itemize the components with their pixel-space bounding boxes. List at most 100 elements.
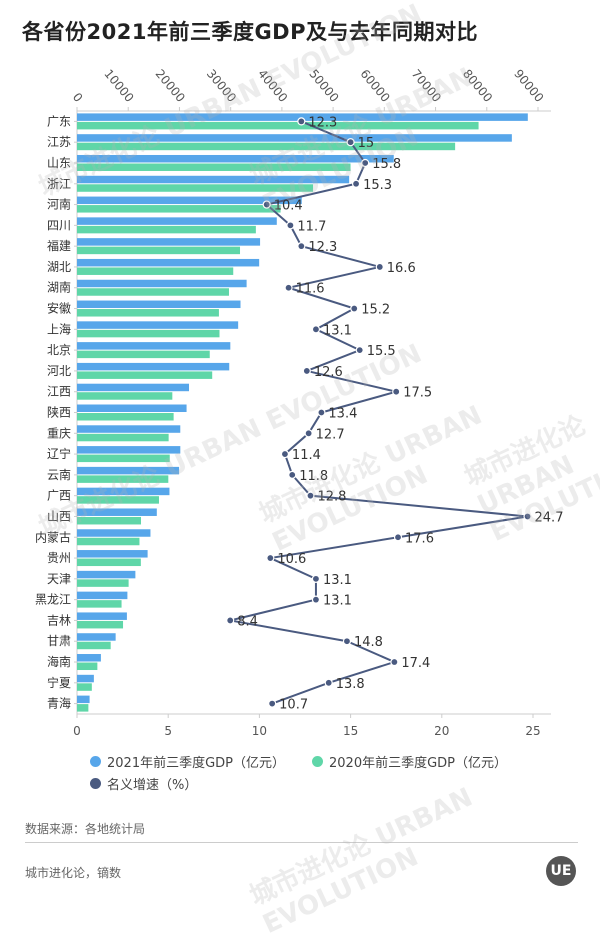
growth-data-label: 8.4	[237, 614, 258, 629]
growth-point	[392, 387, 401, 396]
growth-data-label: 17.5	[403, 386, 432, 401]
growth-point	[302, 366, 311, 376]
bar-2021	[77, 550, 148, 558]
category-label: 湖南	[47, 280, 71, 295]
legend-dot-icon	[90, 778, 101, 789]
bar-2020	[77, 413, 174, 421]
growth-point	[393, 533, 403, 542]
bar-2020	[77, 350, 210, 359]
category-label: 广东	[47, 114, 71, 128]
bar-2020	[77, 641, 111, 650]
bar-2020	[77, 704, 89, 712]
growth-data-label: 15	[358, 136, 375, 151]
bar-2020	[77, 142, 456, 151]
legend-dot-icon	[312, 756, 323, 767]
divider	[25, 842, 578, 843]
category-label: 贵州	[47, 551, 71, 565]
growth-point	[306, 491, 315, 500]
category-label: 广西	[47, 489, 71, 503]
bar-2020	[77, 121, 479, 130]
growth-point	[342, 637, 352, 646]
bar-2021	[77, 217, 277, 225]
bar-2020	[77, 329, 220, 338]
bar-2020	[77, 309, 219, 317]
growth-data-label: 13.4	[328, 407, 357, 422]
category-label: 湖北	[47, 259, 71, 274]
category-label: 安徽	[47, 301, 71, 316]
category-label: 甘肃	[47, 634, 71, 648]
top-tick-label: 70000	[409, 67, 444, 105]
bar-2021	[77, 342, 231, 350]
bar-2021	[77, 591, 128, 600]
bottom-tick-label: 25	[525, 724, 540, 738]
growth-point	[361, 158, 370, 168]
legend-item-gdp2021[interactable]: 2021年前三季度GDP（亿元）	[90, 752, 285, 771]
growth-point	[311, 574, 321, 583]
bar-2020	[77, 537, 140, 546]
bar-2020	[77, 246, 241, 255]
bar-2021	[77, 508, 157, 516]
legend-item-gdp2020[interactable]: 2020年前三季度GDP（亿元）	[312, 752, 507, 771]
bar-2021	[77, 175, 350, 184]
category-label: 江苏	[47, 135, 71, 149]
growth-point	[297, 242, 306, 251]
bar-2021	[77, 321, 239, 329]
bar-2021	[77, 446, 181, 454]
category-label: 天津	[47, 572, 71, 586]
bar-2021	[77, 383, 190, 392]
growth-point	[262, 200, 271, 209]
top-tick-label: 40000	[255, 67, 290, 105]
growth-data-label: 16.6	[387, 261, 416, 276]
legend-label: 2021年前三季度GDP（亿元）	[107, 756, 286, 771]
growth-point	[280, 449, 290, 459]
growth-point	[523, 512, 532, 521]
category-label: 辽宁	[47, 446, 71, 461]
category-label: 青海	[47, 696, 71, 711]
top-tick-label: 80000	[460, 67, 495, 105]
growth-point	[284, 283, 293, 292]
growth-data-label: 10.4	[274, 199, 303, 214]
bar-2020	[77, 600, 122, 608]
growth-data-label: 11.7	[297, 219, 326, 234]
growth-point	[266, 553, 275, 563]
category-label: 云南	[47, 467, 71, 482]
category-label: 吉林	[47, 613, 71, 627]
bar-2020	[77, 683, 92, 691]
growth-data-label: 12.7	[316, 427, 345, 442]
category-label: 江西	[47, 385, 71, 399]
category-label: 山东	[47, 156, 71, 170]
bar-2021	[77, 134, 512, 142]
top-tick-label: 10000	[101, 67, 136, 105]
category-label: 河南	[47, 197, 71, 212]
growth-point	[350, 304, 359, 313]
growth-point	[317, 408, 326, 417]
category-label: 浙江	[47, 177, 71, 191]
top-tick-label: 90000	[511, 67, 546, 105]
bar-2020	[77, 662, 98, 671]
growth-data-label: 15.5	[367, 344, 396, 359]
bar-2020	[77, 288, 229, 296]
bar-2020	[77, 496, 159, 504]
legend-item-growth[interactable]: 名义增速（%）	[90, 774, 197, 793]
category-label: 宁夏	[47, 675, 71, 690]
growth-data-label: 17.4	[401, 656, 430, 671]
growth-data-label: 24.7	[535, 510, 564, 525]
growth-data-label: 13.1	[323, 594, 352, 609]
growth-point	[286, 221, 295, 230]
bar-2020	[77, 225, 256, 234]
growth-point	[351, 179, 361, 188]
bar-2021	[77, 695, 90, 704]
growth-point	[390, 657, 399, 667]
growth-data-label: 11.6	[296, 282, 325, 297]
category-label: 海南	[47, 654, 71, 669]
growth-data-label: 13.8	[336, 677, 365, 692]
growth-point	[297, 117, 306, 126]
category-label: 山西	[47, 509, 71, 523]
bar-2020	[77, 267, 234, 275]
growth-point	[226, 616, 235, 625]
bar-2021	[77, 612, 127, 620]
bar-2021	[77, 570, 136, 579]
growth-data-label: 10.7	[279, 698, 308, 713]
bar-2020	[77, 620, 124, 629]
bar-2020	[77, 475, 169, 483]
